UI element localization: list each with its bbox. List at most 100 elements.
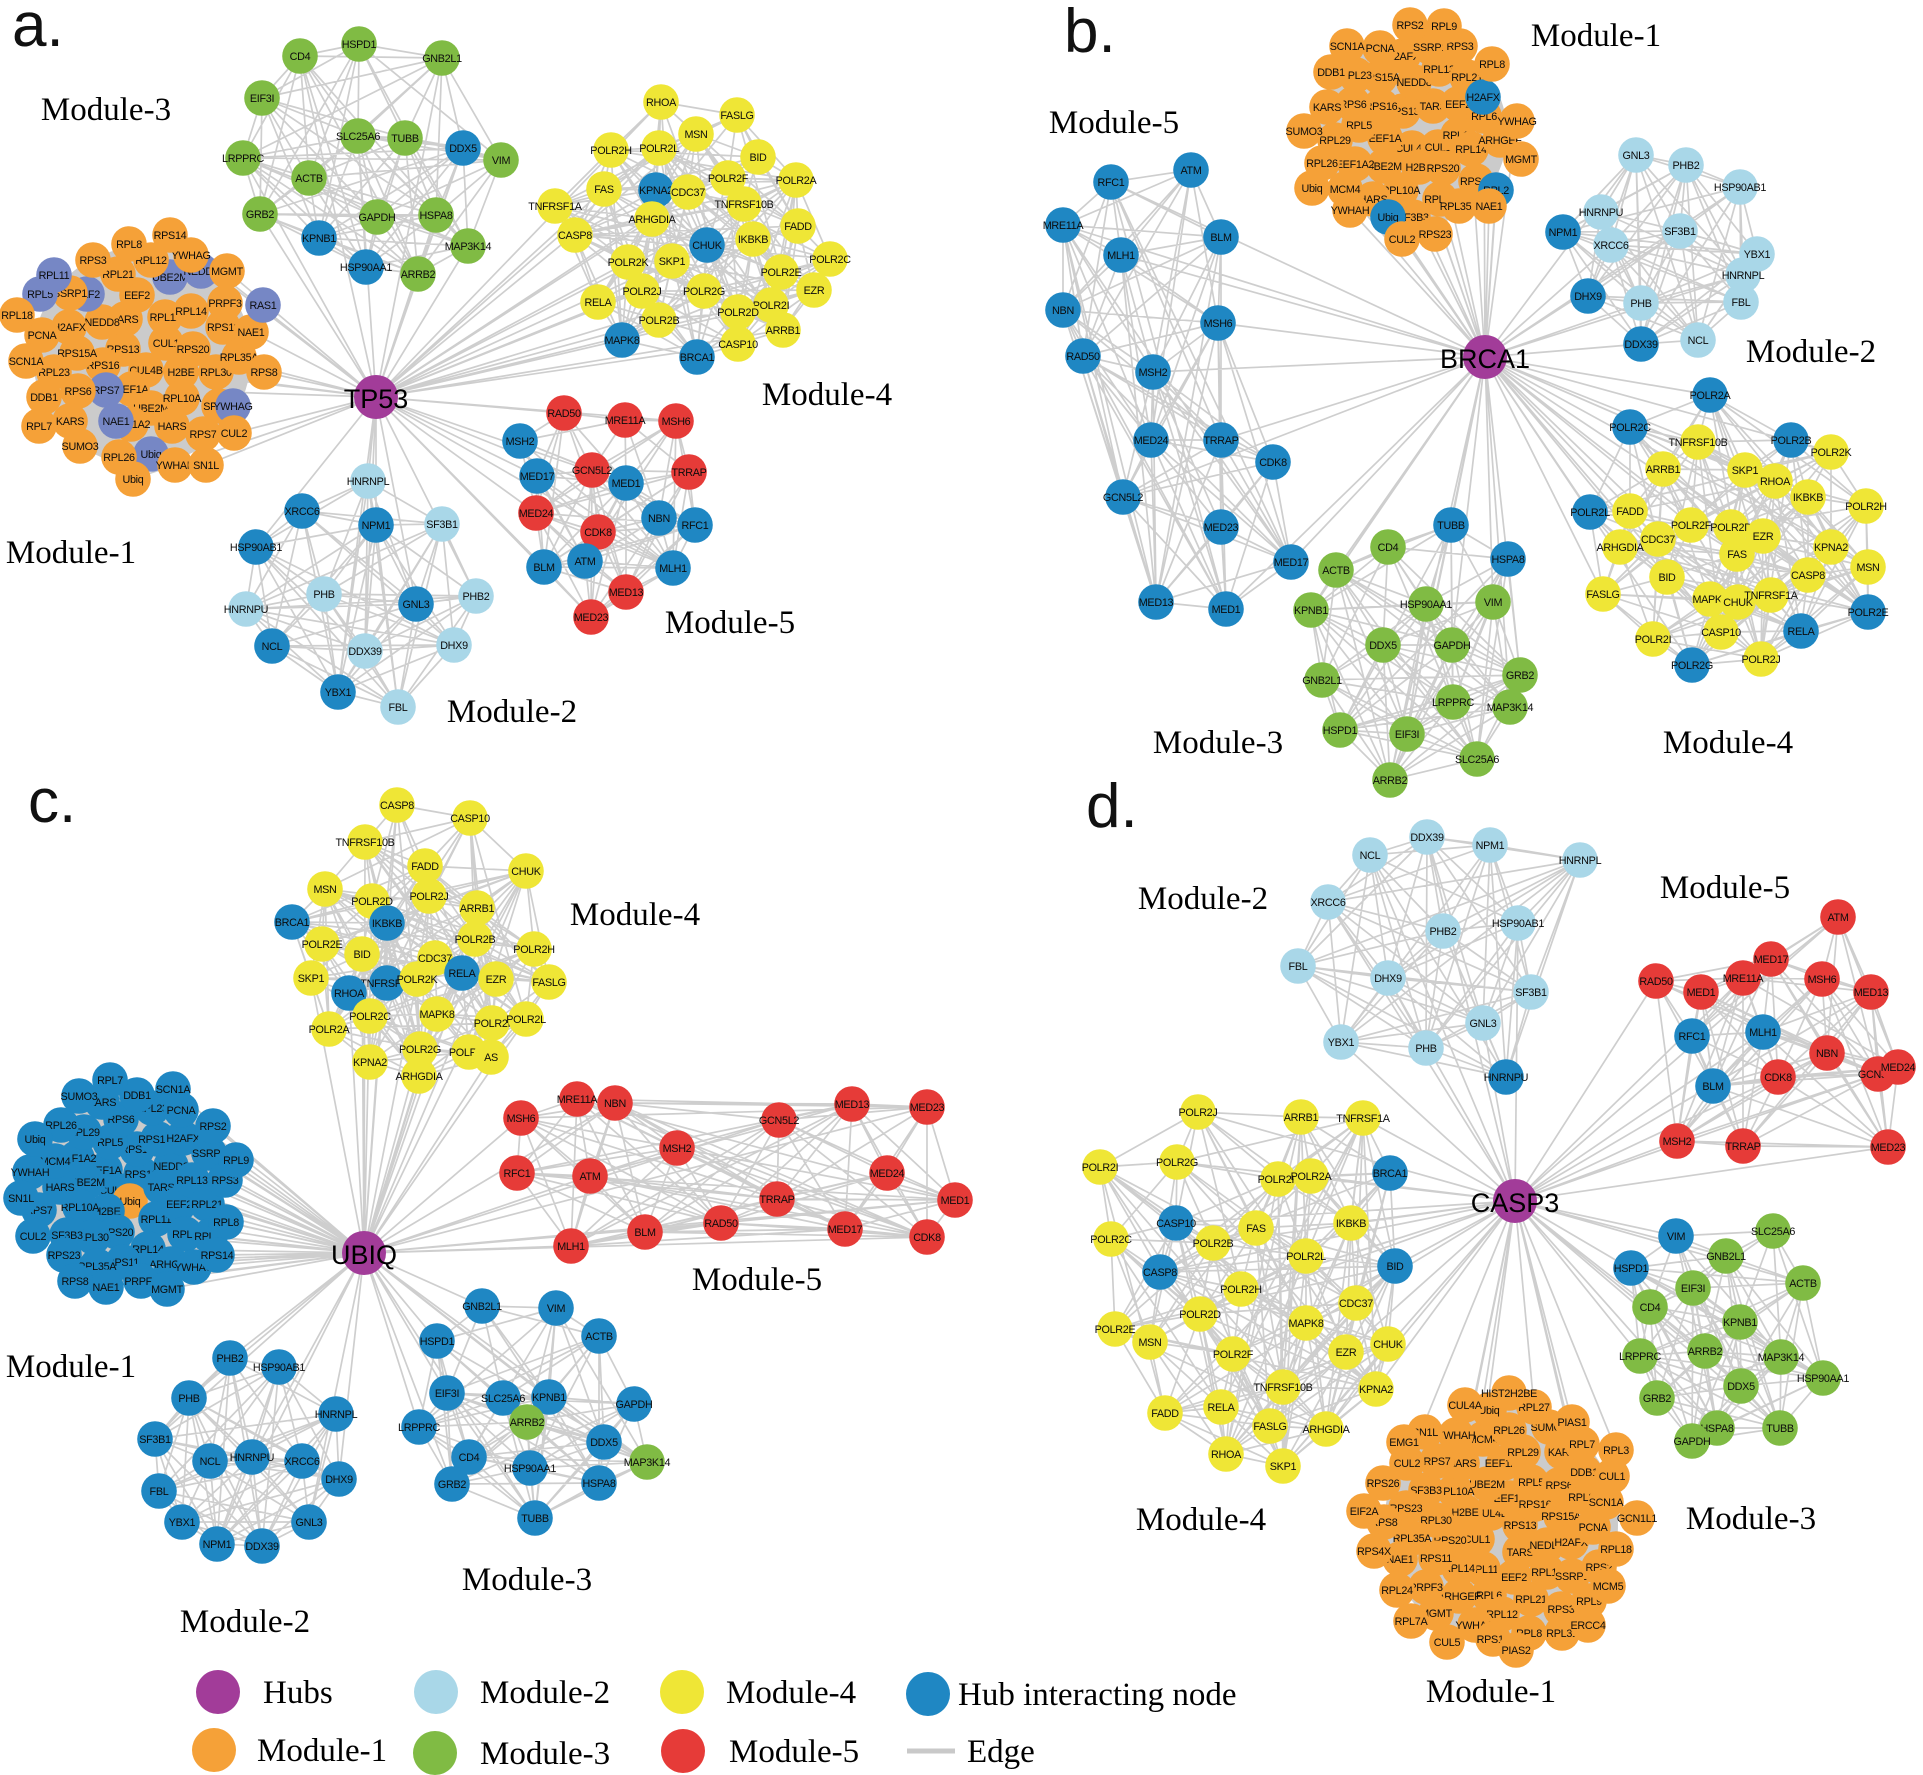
svg-text:Edge: Edge xyxy=(967,1734,1035,1770)
svg-text:Ubiq: Ubiq xyxy=(119,1196,140,1208)
svg-text:GCN5L2: GCN5L2 xyxy=(759,1115,800,1127)
svg-text:EEF2: EEF2 xyxy=(1501,1572,1527,1584)
svg-text:Module-3: Module-3 xyxy=(462,1562,592,1598)
svg-text:ATM: ATM xyxy=(1180,165,1201,177)
svg-text:BRCA1: BRCA1 xyxy=(680,352,715,364)
svg-text:UBE2M: UBE2M xyxy=(1469,1479,1505,1491)
svg-text:RELA: RELA xyxy=(1207,1402,1235,1414)
svg-text:DDX39: DDX39 xyxy=(348,646,382,658)
svg-text:MLH1: MLH1 xyxy=(557,1241,585,1253)
svg-text:MED1: MED1 xyxy=(1687,987,1716,999)
svg-text:PIAS2: PIAS2 xyxy=(1501,1645,1530,1657)
svg-text:RPS16: RPS16 xyxy=(1365,101,1398,113)
svg-text:POLR2D: POLR2D xyxy=(1179,1309,1221,1321)
svg-text:POLR2C: POLR2C xyxy=(1609,422,1651,434)
svg-text:KARS: KARS xyxy=(1313,102,1341,114)
svg-text:POLR2G: POLR2G xyxy=(683,286,725,298)
svg-text:RPL13: RPL13 xyxy=(176,1175,208,1187)
svg-text:EMG1: EMG1 xyxy=(1389,1437,1419,1449)
svg-text:HSPD1: HSPD1 xyxy=(1614,1263,1649,1275)
svg-text:BRCA1: BRCA1 xyxy=(275,917,310,929)
svg-text:MED17: MED17 xyxy=(1754,954,1789,966)
svg-text:CASP8: CASP8 xyxy=(380,800,414,812)
svg-text:RPL27: RPL27 xyxy=(1518,1402,1550,1414)
svg-text:IKBKB: IKBKB xyxy=(1793,492,1823,504)
svg-text:HSPD1: HSPD1 xyxy=(342,39,377,51)
svg-text:RPL30: RPL30 xyxy=(1420,1515,1452,1527)
svg-text:LRPPRC: LRPPRC xyxy=(398,1422,441,1434)
svg-text:RPL12: RPL12 xyxy=(135,255,167,267)
svg-text:HSP90AB1: HSP90AB1 xyxy=(230,542,283,554)
svg-text:RPL35A: RPL35A xyxy=(1440,201,1480,213)
svg-text:DDB1: DDB1 xyxy=(1317,67,1345,79)
svg-text:RPL10A: RPL10A xyxy=(61,1202,101,1214)
svg-text:MSH6: MSH6 xyxy=(662,416,691,428)
svg-text:KPNA2: KPNA2 xyxy=(1359,1384,1393,1396)
svg-text:CD4: CD4 xyxy=(459,1452,480,1464)
svg-text:CHUK: CHUK xyxy=(1723,597,1753,609)
svg-text:MED24: MED24 xyxy=(1881,1062,1916,1074)
svg-text:a.: a. xyxy=(12,0,64,60)
svg-text:SCN1A: SCN1A xyxy=(9,356,45,368)
svg-text:DHX9: DHX9 xyxy=(1374,973,1402,985)
svg-text:SUMO3: SUMO3 xyxy=(1286,126,1323,138)
svg-text:Module-4: Module-4 xyxy=(726,1675,856,1711)
svg-text:DHX9: DHX9 xyxy=(325,1474,353,1486)
svg-text:CUL2: CUL2 xyxy=(1394,1458,1421,1470)
svg-text:Hubs: Hubs xyxy=(263,1675,333,1711)
svg-text:RPL35A: RPL35A xyxy=(220,352,260,364)
svg-text:CDC37: CDC37 xyxy=(671,187,705,199)
svg-text:RPL8: RPL8 xyxy=(1479,59,1505,71)
svg-text:DDX39: DDX39 xyxy=(245,1541,279,1553)
svg-text:RPL10A: RPL10A xyxy=(1436,1486,1476,1498)
svg-text:POLR2K: POLR2K xyxy=(397,974,439,986)
svg-text:NCL: NCL xyxy=(262,641,283,653)
svg-text:IKBKB: IKBKB xyxy=(372,918,402,930)
svg-text:PRPF3: PRPF3 xyxy=(208,298,242,310)
svg-text:POLR2J: POLR2J xyxy=(1741,654,1780,666)
svg-text:NAE1: NAE1 xyxy=(237,327,264,339)
svg-text:CASP8: CASP8 xyxy=(558,230,592,242)
svg-text:CASP3: CASP3 xyxy=(1471,1188,1560,1218)
svg-text:POLR2G: POLR2G xyxy=(1156,1157,1198,1169)
svg-text:RPS23: RPS23 xyxy=(48,1250,81,1262)
svg-text:GCN5L2: GCN5L2 xyxy=(1103,492,1144,504)
svg-text:MED13: MED13 xyxy=(609,587,644,599)
svg-text:UBE2M: UBE2M xyxy=(1366,161,1402,173)
svg-text:RPS13: RPS13 xyxy=(1504,1520,1537,1532)
svg-text:ARRB2: ARRB2 xyxy=(510,1417,545,1429)
svg-text:SF3B1: SF3B1 xyxy=(426,519,458,531)
svg-text:BLM: BLM xyxy=(1210,232,1232,244)
svg-text:DDX5: DDX5 xyxy=(449,143,477,155)
svg-text:PHB2: PHB2 xyxy=(1429,926,1456,938)
svg-text:RPL26: RPL26 xyxy=(45,1120,77,1132)
svg-text:TARS: TARS xyxy=(1507,1547,1534,1559)
svg-text:ARHGDIA: ARHGDIA xyxy=(395,1071,443,1083)
svg-text:MAPK8: MAPK8 xyxy=(1692,594,1727,606)
svg-text:MLH1: MLH1 xyxy=(1107,250,1135,262)
svg-text:CDK8: CDK8 xyxy=(584,527,612,539)
svg-text:MED1: MED1 xyxy=(1212,604,1241,616)
svg-text:VIM: VIM xyxy=(492,155,511,167)
svg-text:ARRB1: ARRB1 xyxy=(766,325,801,337)
svg-text:YBX1: YBX1 xyxy=(169,1517,196,1529)
svg-text:Module-4: Module-4 xyxy=(1663,725,1793,761)
svg-text:ARHGDIA: ARHGDIA xyxy=(1302,1424,1350,1436)
svg-text:MRE11A: MRE11A xyxy=(557,1094,599,1106)
svg-text:TRRAP: TRRAP xyxy=(1725,1141,1760,1153)
svg-text:CUL4A: CUL4A xyxy=(1448,1400,1482,1412)
svg-text:RHOA: RHOA xyxy=(334,988,365,1000)
svg-text:NBN: NBN xyxy=(604,1098,626,1110)
svg-text:GAPDH: GAPDH xyxy=(359,212,396,224)
svg-text:BLM: BLM xyxy=(634,1227,656,1239)
svg-text:MED13: MED13 xyxy=(1854,987,1889,999)
svg-text:HSP90AB1: HSP90AB1 xyxy=(253,1362,306,1374)
svg-text:ACTB: ACTB xyxy=(1322,565,1350,577)
svg-text:POLR2K: POLR2K xyxy=(608,257,650,269)
svg-text:RPL6: RPL6 xyxy=(1471,111,1497,123)
svg-text:Module-1: Module-1 xyxy=(1426,1674,1556,1710)
svg-text:TRRAP: TRRAP xyxy=(759,1194,794,1206)
svg-text:RFC1: RFC1 xyxy=(1098,177,1125,189)
svg-text:RPS6: RPS6 xyxy=(64,386,91,398)
svg-text:MLH1: MLH1 xyxy=(659,563,687,575)
